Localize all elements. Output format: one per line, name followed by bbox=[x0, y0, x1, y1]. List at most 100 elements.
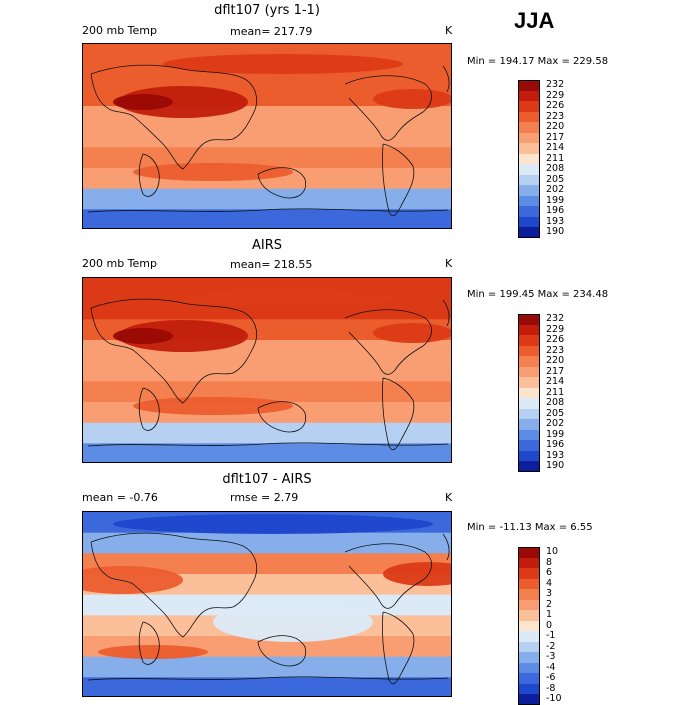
colorbar-swatch bbox=[518, 345, 540, 356]
coastline bbox=[138, 621, 160, 665]
colorbar-tick-label: 190 bbox=[546, 460, 565, 471]
colorbar-frame bbox=[518, 314, 540, 472]
colorbar-tick-label: 196 bbox=[546, 439, 565, 450]
colorbar-swatch bbox=[518, 122, 540, 133]
field-anomaly bbox=[383, 562, 451, 586]
colorbar-tick-label: 202 bbox=[546, 418, 565, 429]
colorbar-tick-label: 196 bbox=[546, 205, 565, 216]
lat-band bbox=[83, 677, 451, 696]
colorbar-tick-label: 193 bbox=[546, 449, 565, 461]
colorbar-tick-label: 223 bbox=[546, 344, 565, 356]
colorbar-swatch bbox=[518, 419, 540, 430]
lat-band bbox=[83, 656, 451, 678]
colorbar-tick-label: 193 bbox=[546, 215, 565, 227]
colorbar-swatch bbox=[518, 578, 540, 589]
coastline bbox=[442, 299, 450, 327]
colorbar-swatch bbox=[518, 335, 540, 346]
colorbar-swatch bbox=[518, 143, 540, 154]
colorbar-swatch bbox=[518, 377, 540, 388]
panel-3-mean-label: mean = -0.76 bbox=[82, 491, 158, 504]
colorbar-tick-label: 205 bbox=[546, 407, 565, 419]
colorbar-swatch bbox=[518, 683, 540, 694]
colorbar-swatch bbox=[518, 568, 540, 579]
coastline bbox=[90, 298, 257, 374]
coastline bbox=[87, 208, 449, 213]
colorbar-swatch bbox=[518, 620, 540, 631]
panel-2-mean-label: mean= 218.55 bbox=[230, 258, 313, 271]
colorbar-swatch bbox=[518, 387, 540, 398]
field-anomaly bbox=[163, 288, 403, 308]
lat-band bbox=[83, 553, 451, 575]
map-svg bbox=[83, 512, 451, 696]
panel-2-title: AIRS bbox=[251, 238, 282, 253]
colorbar-swatch bbox=[518, 694, 540, 705]
field-anomaly bbox=[98, 645, 208, 659]
panel-1-mean-label: mean= 217.79 bbox=[230, 25, 313, 38]
colorbar-tick-label: 232 bbox=[546, 79, 565, 90]
colorbar-swatch bbox=[518, 227, 540, 238]
map-svg bbox=[83, 44, 451, 228]
panel-2-map bbox=[82, 277, 452, 463]
panel-3-rmse-label: rmse = 2.79 bbox=[230, 491, 299, 504]
colorbar-tick-label: -8 bbox=[546, 682, 556, 694]
panel-3-title: dflt107 - AIRS bbox=[222, 472, 312, 487]
coastline bbox=[382, 377, 415, 451]
coastline bbox=[344, 543, 432, 609]
colorbar-frame bbox=[518, 547, 540, 705]
coastline bbox=[442, 65, 450, 93]
colorbar-swatch bbox=[518, 111, 540, 122]
colorbar-tick-label: 208 bbox=[546, 397, 565, 408]
field-anomaly bbox=[133, 397, 293, 415]
colorbar-tick-label: 4 bbox=[546, 577, 553, 589]
colorbar-swatch bbox=[518, 440, 540, 451]
lat-band bbox=[83, 188, 451, 210]
colorbar-tick-label: -6 bbox=[546, 672, 556, 683]
colorbar-tick-label: 214 bbox=[546, 142, 565, 153]
colorbar-frame bbox=[518, 80, 540, 238]
colorbar-swatch bbox=[518, 206, 540, 217]
colorbar-tick-label: 223 bbox=[546, 110, 565, 122]
colorbar-swatch bbox=[518, 216, 540, 227]
panel-2-variable-label: 200 mb Temp bbox=[82, 257, 158, 270]
field-anomaly bbox=[373, 89, 451, 109]
colorbar-swatch bbox=[518, 662, 540, 673]
panel-1-map bbox=[82, 43, 452, 229]
colorbar-tick-label: 202 bbox=[546, 184, 565, 195]
field-anomaly bbox=[118, 86, 248, 118]
colorbar-tick-label: 226 bbox=[546, 334, 565, 345]
colorbar-swatch bbox=[518, 153, 540, 164]
coastline bbox=[257, 401, 307, 433]
colorbar-tick-label: 229 bbox=[546, 89, 565, 101]
colorbar-swatch bbox=[518, 324, 540, 335]
coastline bbox=[90, 307, 164, 379]
colorbar-tick-label: 229 bbox=[546, 323, 565, 335]
panel-2-units-label: K bbox=[445, 257, 453, 270]
coastline bbox=[87, 442, 449, 447]
field-anomaly bbox=[213, 602, 373, 642]
coastline bbox=[382, 143, 415, 217]
colorbar-tick-label: 217 bbox=[546, 131, 565, 143]
colorbar-tick-label: 220 bbox=[546, 355, 565, 366]
panel-1-variable-label: 200 mb Temp bbox=[82, 24, 158, 37]
colorbar-swatch bbox=[518, 429, 540, 440]
colorbar-tick-label: 211 bbox=[546, 386, 565, 398]
colorbar-swatch bbox=[518, 589, 540, 600]
colorbar-tick-label: -1 bbox=[546, 630, 556, 641]
panel-1-title: dflt107 (yrs 1-1) bbox=[214, 3, 320, 18]
lat-band bbox=[83, 422, 451, 444]
coastline bbox=[257, 167, 307, 199]
colorbar-tick-label: 2 bbox=[546, 598, 553, 610]
coastline bbox=[87, 676, 449, 681]
lat-band bbox=[83, 381, 451, 403]
coastline bbox=[90, 73, 164, 145]
colorbar-swatch bbox=[518, 599, 540, 610]
colorbar-swatch bbox=[518, 641, 540, 652]
colorbar-swatch bbox=[518, 132, 540, 143]
colorbar-swatch bbox=[518, 164, 540, 175]
coastline bbox=[162, 138, 234, 170]
colorbar-tick-label: 6 bbox=[546, 567, 553, 578]
coastline bbox=[382, 611, 415, 685]
field-anomaly bbox=[163, 54, 403, 74]
colorbar-tick-label: 205 bbox=[546, 173, 565, 185]
colorbar-tick-label: -4 bbox=[546, 661, 556, 673]
